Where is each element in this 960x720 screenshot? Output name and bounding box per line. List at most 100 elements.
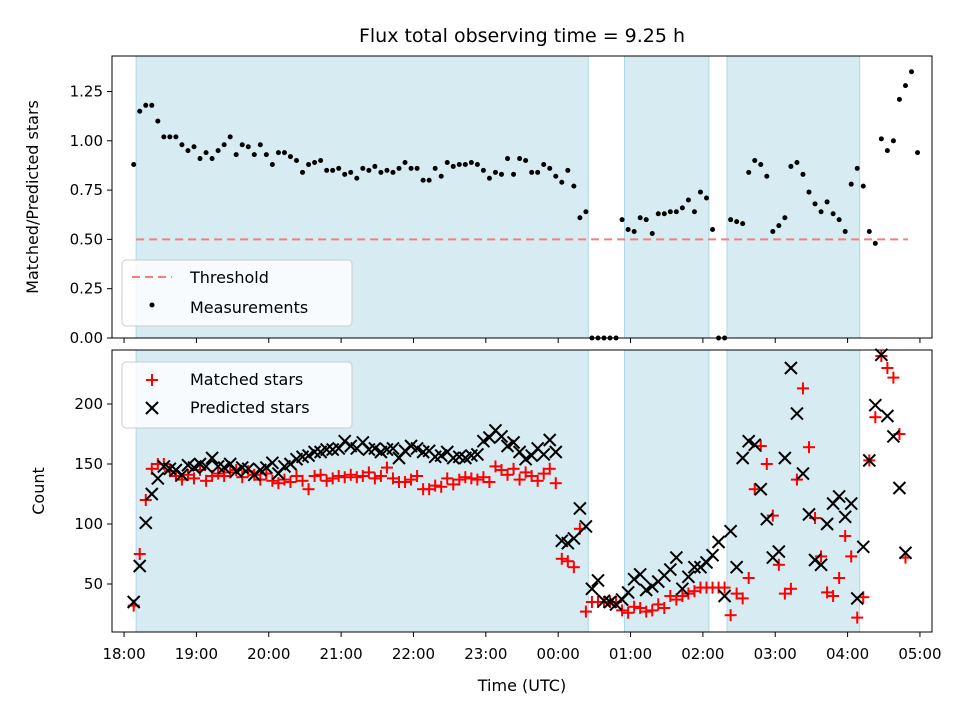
matched-star-point bbox=[513, 473, 526, 486]
predicted-star-point bbox=[760, 512, 774, 526]
measurement-point bbox=[625, 227, 631, 233]
x-tick-label: 22:00 bbox=[392, 645, 435, 663]
predicted-star-point bbox=[886, 429, 901, 444]
ratio-panel-frame bbox=[111, 55, 933, 339]
x-tick-label: 21:00 bbox=[320, 645, 363, 663]
threshold-legend-label: Threshold bbox=[189, 268, 269, 287]
count-y-axis-label: Count bbox=[29, 467, 48, 515]
matched-star-point bbox=[435, 480, 448, 493]
predicted-star-point bbox=[621, 585, 635, 600]
x-tick-label: 04:00 bbox=[826, 645, 869, 663]
measurement-point bbox=[480, 167, 486, 173]
predicted-star-point bbox=[506, 435, 521, 450]
matched-star-point bbox=[296, 474, 309, 487]
predicted-star-point bbox=[663, 562, 678, 577]
matched-star-point bbox=[188, 472, 200, 485]
predicted-star-point bbox=[633, 567, 647, 582]
matched-star-point bbox=[477, 471, 490, 484]
measurement-point bbox=[679, 205, 685, 211]
x-tick-label: 02:00 bbox=[681, 645, 724, 663]
measurement-point bbox=[854, 165, 860, 171]
matched-star-point bbox=[260, 467, 273, 480]
measurement-point bbox=[378, 169, 384, 175]
ratio-y-axis-label: Matched/Predicted stars bbox=[23, 100, 42, 294]
matched-star-point bbox=[501, 468, 514, 481]
matched-star-point bbox=[429, 479, 442, 492]
matched-star-point bbox=[483, 476, 496, 488]
matched-star-point bbox=[465, 472, 478, 485]
measurement-point bbox=[354, 175, 360, 181]
predicted-star-point bbox=[892, 481, 907, 495]
measurement-point bbox=[372, 163, 378, 169]
measurement-point bbox=[408, 165, 414, 171]
matched-star-point bbox=[778, 587, 791, 600]
predicted-star-point bbox=[717, 589, 732, 603]
matched-star-point bbox=[519, 466, 532, 479]
measurements-legend-label: Measurements bbox=[190, 298, 308, 317]
measurement-point bbox=[794, 159, 800, 165]
measurement-point bbox=[474, 161, 480, 167]
predicted-star-point bbox=[735, 451, 750, 465]
measurement-point bbox=[776, 223, 782, 229]
x-tick-label: 05:00 bbox=[898, 645, 941, 663]
measurement-point bbox=[499, 171, 504, 177]
matched-star-point bbox=[344, 468, 357, 481]
measurement-point bbox=[667, 209, 673, 215]
measurement-point bbox=[685, 197, 691, 203]
matched-star-point bbox=[507, 462, 520, 475]
matched-star-point bbox=[616, 604, 629, 617]
measurement-point bbox=[643, 217, 649, 223]
predicted-star-point bbox=[476, 434, 491, 448]
matched-star-point bbox=[827, 590, 840, 602]
matched-star-point bbox=[688, 585, 701, 598]
predicted-star-point bbox=[265, 456, 280, 470]
predicted-legend-label: Predicted stars bbox=[190, 398, 310, 417]
measurement-point bbox=[318, 158, 324, 164]
measurement-point bbox=[143, 102, 149, 108]
matched-star-point bbox=[314, 468, 327, 481]
matched-star-point bbox=[531, 474, 544, 487]
matched-star-point bbox=[411, 470, 424, 482]
matched-star-point bbox=[845, 550, 858, 563]
matched-star-point bbox=[772, 558, 785, 571]
matched-star-point bbox=[664, 590, 677, 602]
measurement-point bbox=[155, 118, 161, 124]
matched-star-point bbox=[139, 494, 152, 506]
measurement-point bbox=[788, 163, 794, 169]
measurement-point bbox=[486, 175, 492, 181]
predicted-star-point bbox=[518, 452, 533, 466]
measurement-point bbox=[890, 138, 896, 144]
observing-window bbox=[624, 55, 710, 339]
measurement-point bbox=[800, 171, 806, 177]
measurement-point bbox=[517, 156, 523, 162]
measurement-point bbox=[878, 136, 884, 142]
observing-window bbox=[726, 349, 861, 633]
matched-legend-swatch bbox=[146, 374, 158, 386]
matched-star-point bbox=[338, 471, 351, 484]
measurement-point bbox=[227, 134, 233, 140]
measurement-point bbox=[402, 159, 408, 165]
matched-star-point bbox=[380, 461, 393, 474]
matched-star-point bbox=[652, 598, 665, 611]
count-legend: Matched stars Predicted stars bbox=[121, 361, 353, 429]
matched-star-point bbox=[555, 552, 568, 565]
measurement-point bbox=[191, 144, 197, 150]
matched-star-point bbox=[332, 470, 345, 482]
matched-star-point bbox=[760, 458, 773, 470]
measurement-point bbox=[468, 159, 474, 165]
measurement-point bbox=[263, 152, 269, 158]
y-tick-label: 0.75 bbox=[70, 181, 103, 199]
predicted-star-point bbox=[669, 550, 684, 565]
measurement-point bbox=[734, 219, 740, 225]
measurement-point bbox=[197, 156, 203, 162]
predicted-star-point bbox=[838, 510, 852, 524]
matched-star-point bbox=[549, 477, 562, 490]
measurement-point bbox=[161, 134, 167, 140]
matched-star-point bbox=[851, 611, 864, 624]
predicted-star-point bbox=[639, 583, 653, 597]
predicted-star-point bbox=[549, 445, 563, 459]
matched-star-point bbox=[308, 470, 321, 482]
matched-star-point bbox=[525, 470, 538, 482]
measurement-point bbox=[758, 161, 764, 167]
y-tick-label: 1.00 bbox=[70, 132, 103, 150]
